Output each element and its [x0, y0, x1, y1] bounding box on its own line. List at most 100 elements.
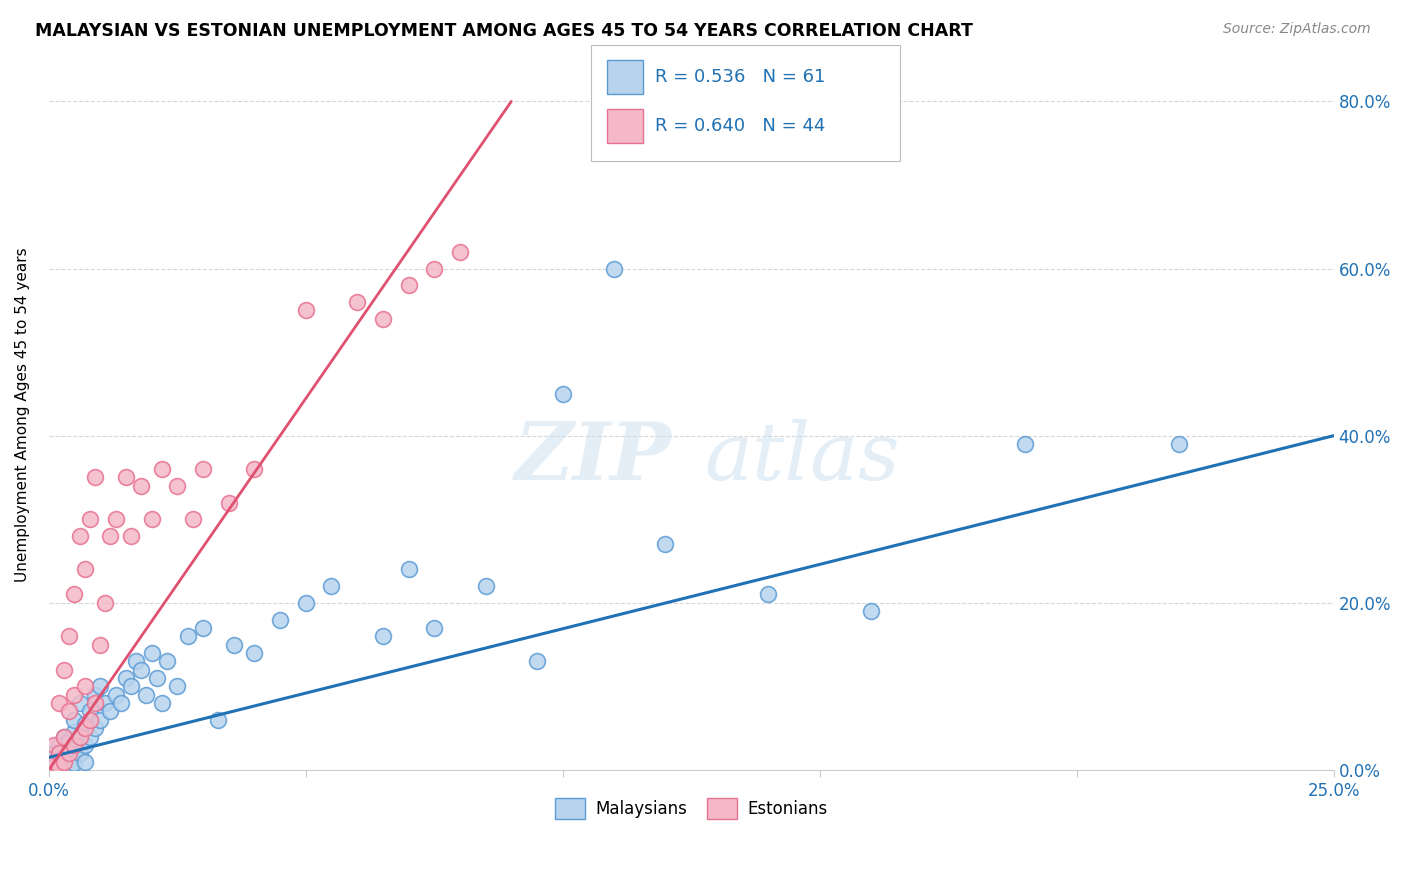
Point	[176, 629, 198, 643]
Point	[166, 479, 188, 493]
Text: R = 0.640   N = 44: R = 0.640 N = 44	[655, 117, 825, 135]
Point	[129, 663, 152, 677]
Point	[94, 596, 117, 610]
Point	[73, 721, 96, 735]
Point	[243, 462, 266, 476]
Point	[84, 470, 107, 484]
Point	[551, 387, 574, 401]
Point	[53, 730, 76, 744]
Point	[63, 742, 86, 756]
Point	[120, 680, 142, 694]
Point	[48, 738, 70, 752]
Point	[69, 730, 91, 744]
Point	[79, 730, 101, 744]
Point	[526, 654, 548, 668]
Point	[79, 705, 101, 719]
Point	[48, 755, 70, 769]
Point	[58, 733, 80, 747]
Point	[69, 529, 91, 543]
Point	[69, 696, 91, 710]
Point	[58, 750, 80, 764]
Point	[79, 713, 101, 727]
Point	[58, 705, 80, 719]
Point	[84, 696, 107, 710]
Point	[48, 759, 70, 773]
Point	[129, 479, 152, 493]
Point	[294, 303, 316, 318]
Point	[115, 470, 138, 484]
Point	[115, 671, 138, 685]
Point	[141, 512, 163, 526]
Point	[84, 688, 107, 702]
Point	[100, 705, 122, 719]
Point	[125, 654, 148, 668]
Point	[42, 759, 65, 773]
Point	[423, 261, 446, 276]
Point	[63, 587, 86, 601]
Point	[104, 688, 127, 702]
Point	[243, 646, 266, 660]
Point	[371, 629, 394, 643]
Point	[371, 311, 394, 326]
Point	[423, 621, 446, 635]
Text: ZIP: ZIP	[515, 418, 672, 496]
Point	[63, 756, 86, 771]
Point	[89, 638, 111, 652]
Point	[756, 587, 779, 601]
Point	[48, 696, 70, 710]
Point	[1168, 437, 1191, 451]
Point	[141, 646, 163, 660]
Point	[222, 638, 245, 652]
Text: atlas: atlas	[704, 418, 900, 496]
Point	[860, 604, 883, 618]
Point	[321, 579, 343, 593]
Point	[73, 738, 96, 752]
Point	[110, 696, 132, 710]
Point	[53, 756, 76, 771]
Point	[269, 613, 291, 627]
Point	[73, 755, 96, 769]
Point	[89, 713, 111, 727]
Point	[191, 462, 214, 476]
Point	[94, 696, 117, 710]
Point	[181, 512, 204, 526]
Point	[53, 755, 76, 769]
Point	[42, 755, 65, 769]
Point	[191, 621, 214, 635]
Text: R = 0.536   N = 61: R = 0.536 N = 61	[655, 68, 825, 86]
Legend: Malaysians, Estonians: Malaysians, Estonians	[548, 791, 834, 826]
Point	[145, 671, 167, 685]
Point	[73, 717, 96, 731]
Point	[58, 629, 80, 643]
Point	[42, 759, 65, 773]
Point	[48, 759, 70, 773]
Point	[53, 663, 76, 677]
Point	[207, 713, 229, 727]
Point	[69, 746, 91, 760]
Point	[166, 680, 188, 694]
Point	[58, 746, 80, 760]
Point	[135, 688, 157, 702]
Point	[53, 730, 76, 744]
Point	[63, 738, 86, 752]
Point	[89, 680, 111, 694]
Point	[42, 746, 65, 760]
Point	[48, 746, 70, 760]
Point	[63, 688, 86, 702]
Point	[1014, 437, 1036, 451]
Point	[69, 730, 91, 744]
Point	[104, 512, 127, 526]
Point	[79, 512, 101, 526]
Point	[42, 738, 65, 752]
Text: MALAYSIAN VS ESTONIAN UNEMPLOYMENT AMONG AGES 45 TO 54 YEARS CORRELATION CHART: MALAYSIAN VS ESTONIAN UNEMPLOYMENT AMONG…	[35, 22, 973, 40]
Point	[449, 244, 471, 259]
Point	[100, 529, 122, 543]
Point	[654, 537, 676, 551]
Point	[346, 295, 368, 310]
Point	[398, 562, 420, 576]
Point	[150, 696, 173, 710]
Point	[73, 562, 96, 576]
Point	[58, 759, 80, 773]
Point	[73, 680, 96, 694]
Point	[603, 261, 626, 276]
